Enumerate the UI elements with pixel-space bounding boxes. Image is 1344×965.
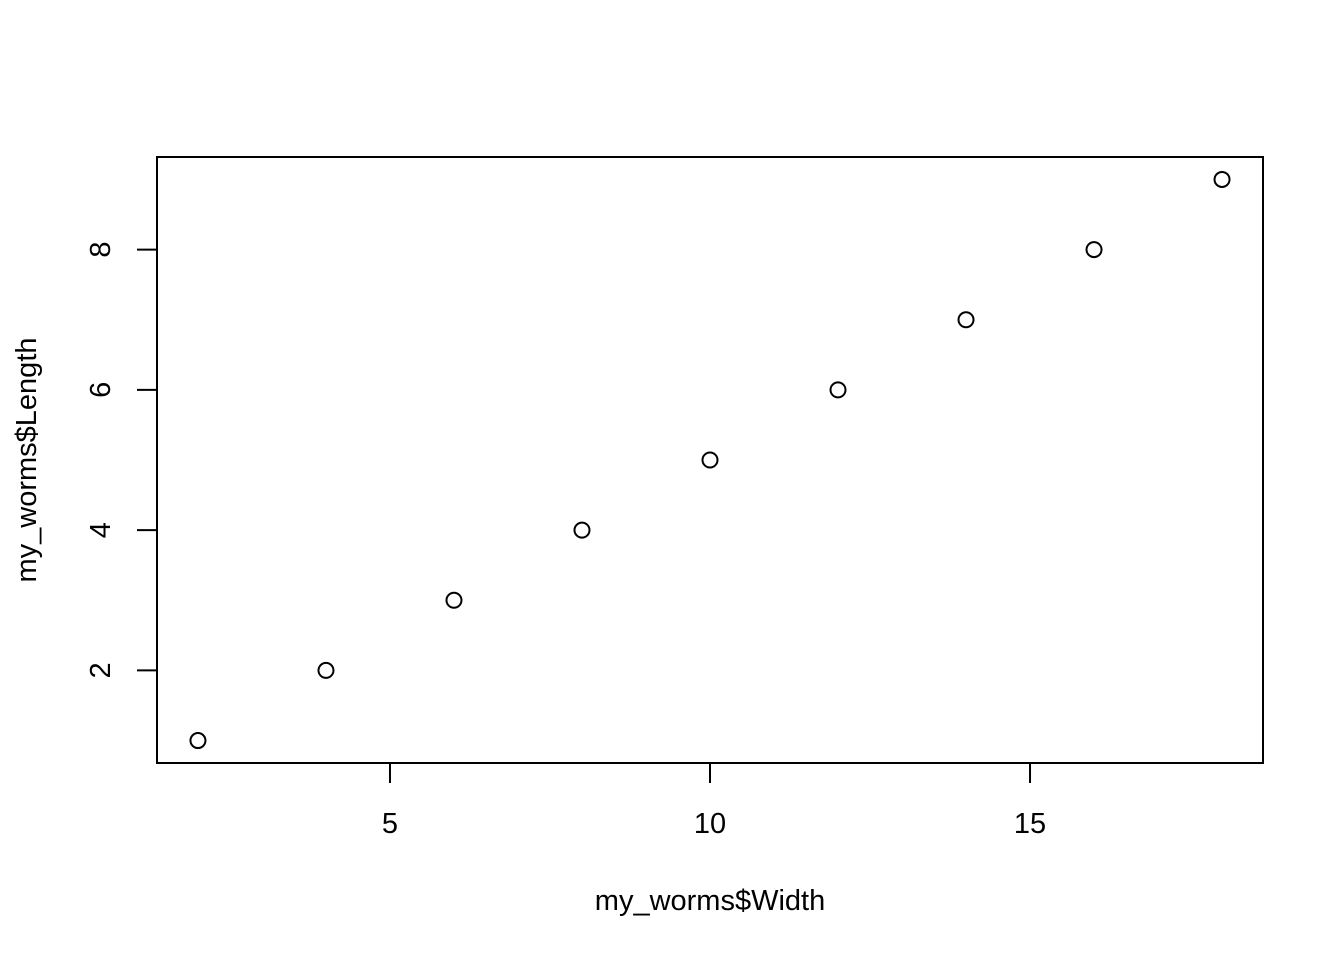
y-tick-label: 8 <box>85 242 117 258</box>
data-point <box>1213 170 1231 188</box>
y-tick-label: 6 <box>85 382 117 398</box>
y-axis-label: my_worms$Length <box>11 338 43 583</box>
data-point <box>445 591 463 609</box>
x-axis-label: my_worms$Width <box>595 885 825 917</box>
plot-frame <box>156 156 1264 764</box>
data-point <box>829 381 847 399</box>
y-tick-label: 2 <box>85 662 117 678</box>
data-points <box>189 170 1231 750</box>
x-tick-label: 10 <box>694 808 726 840</box>
y-axis: 2 4 6 8 <box>85 242 158 678</box>
data-point <box>189 732 207 750</box>
x-axis: 5 10 15 <box>382 762 1046 840</box>
data-point <box>1085 241 1103 259</box>
data-point <box>317 661 335 679</box>
x-tick-label: 5 <box>382 808 398 840</box>
data-point <box>573 521 591 539</box>
data-point <box>957 311 975 329</box>
data-point <box>701 451 719 469</box>
y-tick-label: 4 <box>85 522 117 538</box>
x-tick-label: 15 <box>1014 808 1046 840</box>
